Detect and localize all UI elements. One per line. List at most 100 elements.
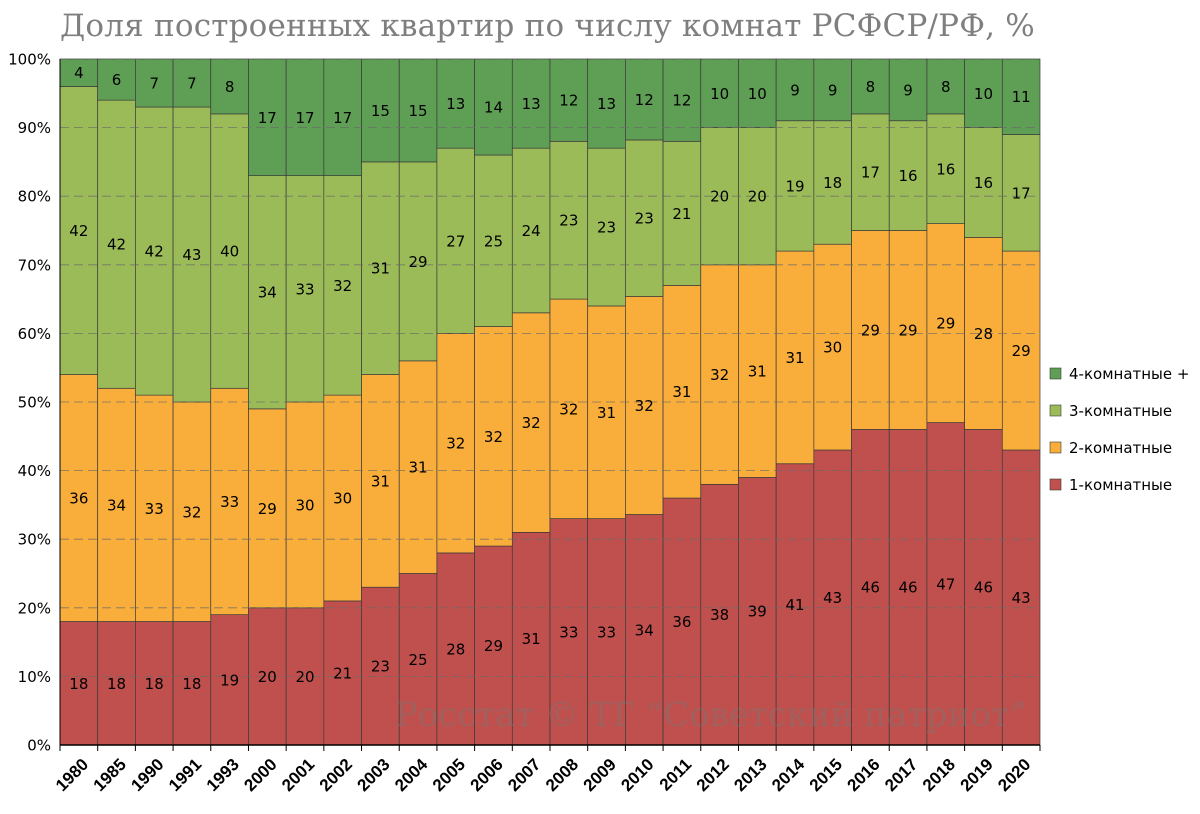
data-label-3-2005: 27 [446, 232, 465, 250]
x-tick-label-2005: 2005 [429, 755, 469, 795]
bar-2-1990 [135, 394, 174, 622]
data-label-4-2013: 10 [748, 85, 767, 103]
x-tick-label-2020: 2020 [994, 755, 1034, 795]
legend-swatch-2 [1049, 404, 1062, 417]
legend-swatch-3 [1049, 441, 1062, 454]
data-label-3-2016: 17 [861, 164, 880, 182]
data-label-2-2009: 31 [597, 404, 616, 422]
x-tick-label-2014: 2014 [768, 754, 809, 795]
bar-4-2018 [926, 58, 965, 115]
data-label-3-2010: 23 [635, 210, 654, 228]
bar-3-1985 [97, 99, 136, 389]
data-label-2-2011: 31 [672, 383, 691, 401]
x-tick-label-2010: 2010 [617, 755, 657, 795]
data-label-2-2005: 32 [446, 435, 465, 453]
bar-4-2013 [738, 58, 777, 128]
data-label-4-2017: 9 [903, 81, 913, 99]
bar-1-2009 [587, 518, 626, 746]
x-tick-label-2009: 2009 [580, 755, 620, 795]
data-label-2-2019: 28 [974, 325, 993, 343]
watermark-text: Росстат © ТГ “Советский патриот” [395, 695, 1027, 735]
bar-2-2010 [625, 296, 664, 515]
data-label-2-2004: 31 [409, 459, 428, 477]
data-label-1-2009: 33 [597, 623, 616, 641]
data-label-3-2002: 32 [333, 277, 352, 295]
data-label-2-2017: 29 [899, 321, 918, 339]
data-label-3-2013: 20 [748, 188, 767, 206]
data-label-4-2010: 12 [635, 91, 654, 109]
bar-1-1993 [210, 614, 249, 746]
y-tick-label-20: 20% [18, 599, 51, 617]
data-label-3-2001: 33 [295, 280, 314, 298]
bar-3-2003 [361, 161, 400, 375]
bar-3-2008 [549, 140, 589, 300]
legend-swatch-4 [1049, 478, 1062, 491]
data-label-1-1991: 18 [182, 675, 201, 693]
bar-1-2006 [474, 545, 513, 746]
bar-4-1990 [135, 58, 174, 108]
legend-label-1: 4-комнатные + [1069, 365, 1189, 383]
data-label-3-2003: 31 [371, 260, 390, 278]
bar-3-2010 [625, 139, 664, 297]
legend-label-4: 1-комнатные [1069, 476, 1172, 494]
bar-2-2001 [285, 401, 325, 609]
bar-2-2008 [549, 298, 589, 519]
bar-3-2014 [775, 120, 815, 252]
data-label-2-2016: 29 [861, 321, 880, 339]
y-tick-label-80: 80% [18, 188, 51, 206]
bar-2-2015 [813, 243, 852, 451]
bar-2-1985 [97, 387, 136, 622]
bar-2-2016 [851, 230, 890, 430]
data-label-4-2005: 13 [446, 95, 465, 113]
data-label-3-1985: 42 [107, 236, 126, 254]
bar-2-2003 [361, 374, 400, 588]
data-label-1-2019: 46 [974, 579, 993, 597]
data-label-3-1993: 40 [220, 243, 239, 261]
data-label-1-2000: 20 [258, 668, 277, 686]
bar-4-2010 [625, 58, 664, 141]
data-label-3-1991: 43 [182, 246, 201, 264]
x-tick-label-2008: 2008 [542, 755, 582, 795]
data-label-3-2011: 21 [672, 205, 691, 223]
legend-swatch-1 [1049, 367, 1062, 380]
data-label-2-1991: 32 [182, 503, 201, 521]
data-label-2-2003: 31 [371, 472, 390, 490]
y-tick-label-30: 30% [18, 531, 51, 549]
data-label-2-2010: 32 [635, 397, 654, 415]
x-tick-label-2004: 2004 [391, 754, 432, 795]
bar-3-2000 [248, 175, 287, 410]
data-label-2-2002: 30 [333, 490, 352, 508]
data-label-1-1985: 18 [107, 675, 126, 693]
data-label-2-1990: 33 [145, 500, 164, 518]
data-label-1-2015: 43 [823, 589, 842, 607]
data-label-4-2008: 12 [559, 92, 578, 110]
data-label-3-2019: 16 [974, 174, 993, 192]
data-label-4-2009: 13 [597, 95, 616, 113]
x-tick-label-2002: 2002 [316, 755, 356, 795]
y-tick-label-50: 50% [18, 394, 51, 412]
data-label-1-2017: 46 [899, 579, 918, 597]
data-label-4-2011: 12 [672, 92, 691, 110]
bar-3-2015 [813, 120, 852, 245]
bar-2-2012 [700, 264, 739, 485]
bar-1-2014 [775, 463, 815, 746]
gridlines [60, 58, 1040, 677]
data-label-2-2000: 29 [258, 500, 277, 518]
data-label-3-2006: 25 [484, 232, 503, 250]
data-label-1-2013: 39 [748, 603, 767, 621]
data-label-1-2010: 34 [635, 621, 654, 639]
data-label-1-2006: 29 [484, 637, 503, 655]
data-label-2-1980: 36 [69, 490, 88, 508]
data-label-3-2008: 23 [559, 212, 578, 230]
data-label-3-2014: 19 [785, 177, 804, 195]
y-tick-label-60: 60% [18, 325, 51, 343]
data-label-1-2001: 20 [295, 668, 314, 686]
y-tick-label-40: 40% [18, 462, 51, 480]
bar-4-2014 [775, 58, 815, 122]
x-tick-label-2013: 2013 [730, 755, 770, 795]
data-label-3-2004: 29 [409, 253, 428, 271]
data-label-2-1985: 34 [107, 496, 126, 514]
bar-3-1990 [135, 106, 174, 396]
data-label-4-2007: 13 [522, 95, 541, 113]
data-label-1-2003: 23 [371, 658, 390, 676]
